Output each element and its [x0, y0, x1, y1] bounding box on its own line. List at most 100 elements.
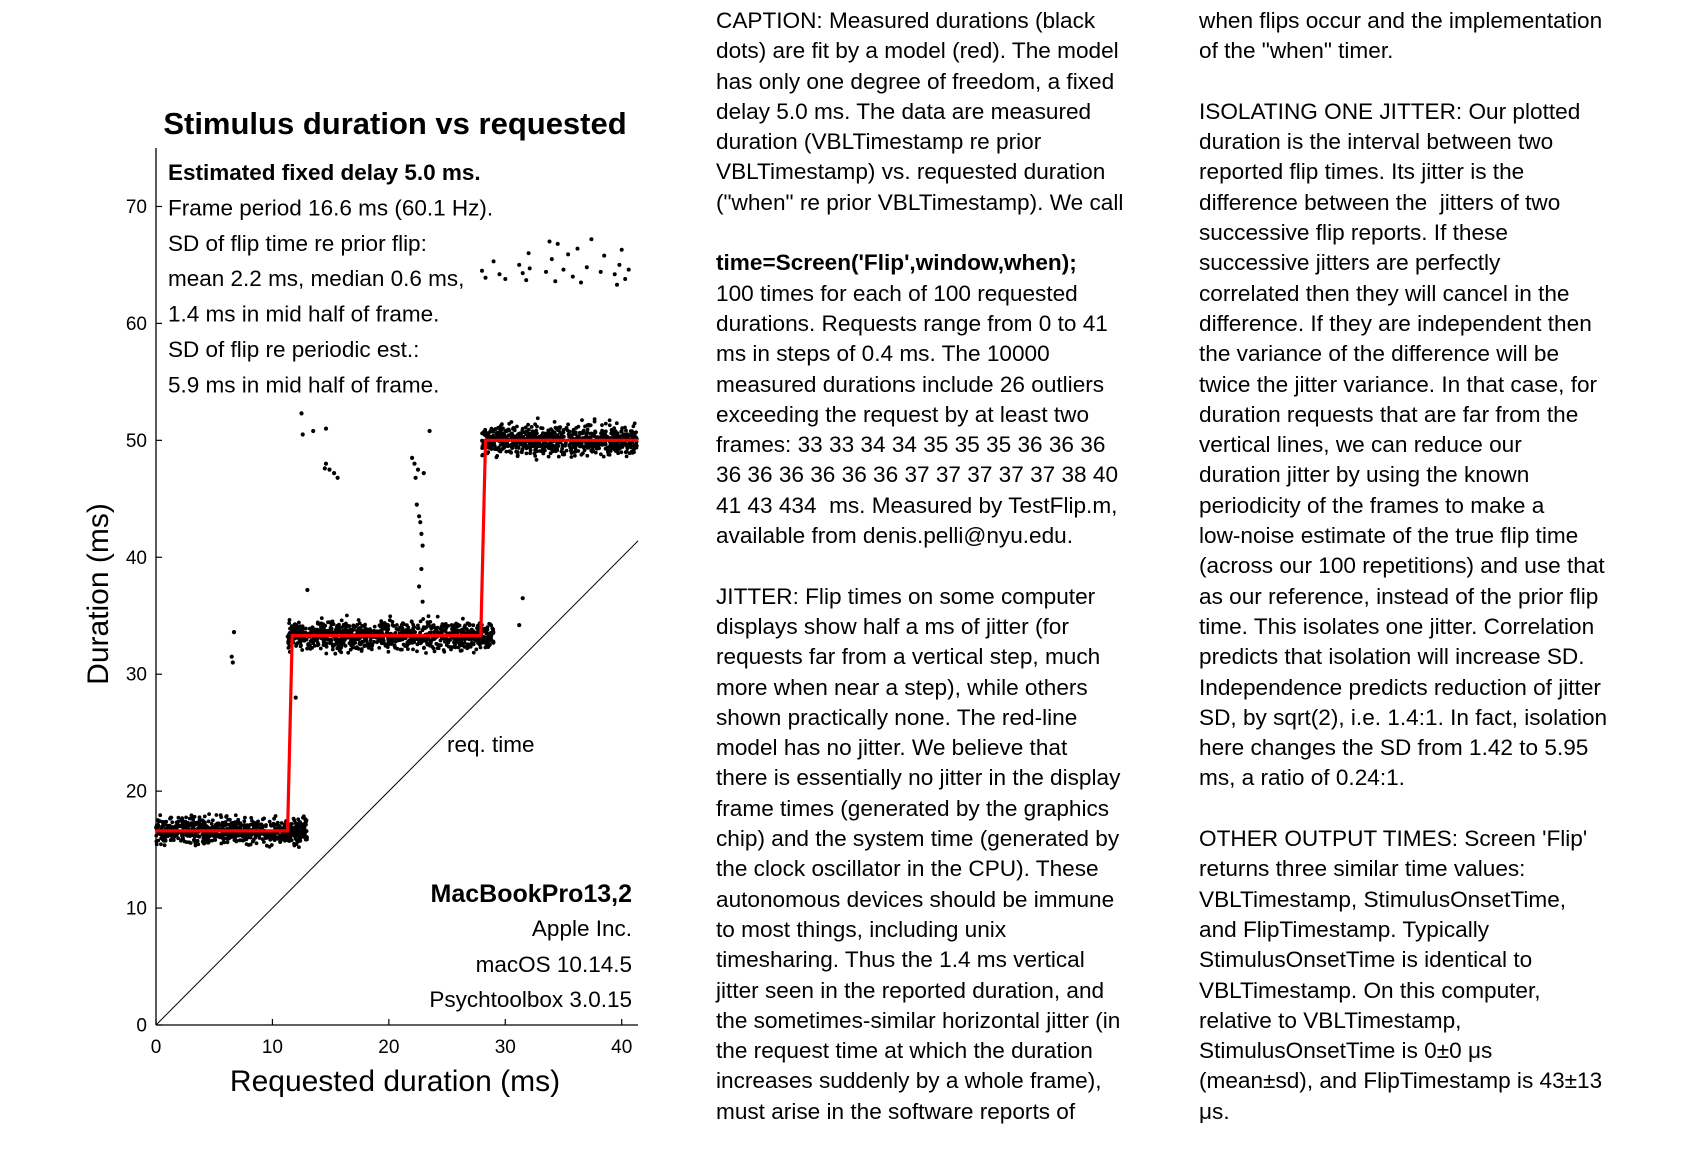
outlier-point	[526, 251, 531, 256]
caption-line: has only one degree of freedom, a fixed	[716, 68, 1115, 94]
outlier-point	[418, 520, 423, 525]
data-point	[512, 428, 517, 432]
caption-line: VBLTimestamp. On this computer,	[1199, 977, 1541, 1003]
data-point	[600, 423, 604, 427]
data-point	[268, 823, 273, 827]
data-point	[234, 832, 239, 837]
data-point	[624, 454, 629, 459]
data-point	[429, 630, 433, 635]
data-point	[228, 817, 232, 822]
data-point	[500, 447, 504, 452]
data-point	[471, 623, 476, 628]
data-point	[436, 642, 441, 647]
data-point	[533, 422, 537, 427]
data-point	[177, 823, 182, 828]
data-point	[396, 636, 400, 641]
data-point	[222, 840, 227, 845]
data-point	[214, 822, 218, 827]
caption-line: periodicity of the frames to make a	[1199, 492, 1545, 518]
caption-line: μs.	[1199, 1098, 1230, 1124]
outlier-point	[327, 467, 332, 472]
data-point	[498, 424, 503, 428]
data-point	[304, 637, 309, 642]
data-point	[436, 646, 441, 651]
outlier-point	[414, 502, 419, 507]
data-point	[294, 641, 299, 646]
data-point	[589, 443, 594, 448]
data-point	[581, 428, 586, 433]
caption-line: exceeding the request by at least two	[716, 401, 1090, 427]
data-point	[348, 647, 353, 652]
x-tick-label: 30	[495, 1037, 516, 1058]
data-point	[298, 639, 303, 644]
caption-line: duration jitter by using the known	[1199, 462, 1530, 488]
y-axis-label: Duration (ms)	[82, 503, 115, 685]
data-point	[471, 650, 476, 655]
data-point	[341, 641, 346, 646]
data-point	[265, 834, 269, 838]
data-point	[241, 838, 245, 843]
caption-line: the request time at which the duration	[716, 1038, 1093, 1064]
data-point	[618, 434, 623, 439]
data-point	[494, 431, 499, 435]
data-point	[458, 649, 463, 653]
outlier-point	[547, 239, 552, 244]
caption-line: dots) are fit by a model (red). The mode…	[716, 38, 1119, 64]
outlier-point	[497, 272, 502, 277]
data-point	[230, 821, 235, 826]
data-point	[480, 638, 484, 642]
data-point	[303, 626, 308, 631]
data-point	[483, 430, 488, 435]
data-point	[210, 833, 214, 838]
data-point	[607, 423, 612, 428]
outlier-point	[323, 461, 329, 466]
data-point	[181, 820, 186, 825]
data-point	[552, 420, 557, 424]
data-point	[569, 455, 574, 459]
data-point	[619, 429, 624, 434]
y-tick-label: 50	[126, 431, 147, 452]
data-point	[313, 629, 318, 634]
data-point	[530, 429, 535, 434]
caption-line: VBLTimestamp, StimulusOnsetTime,	[1199, 886, 1567, 912]
data-point	[311, 637, 316, 641]
data-point	[248, 842, 253, 847]
data-point	[395, 623, 399, 627]
data-point	[388, 642, 393, 646]
data-point	[471, 636, 476, 641]
data-point	[206, 833, 211, 838]
data-point	[432, 637, 437, 641]
data-point	[213, 835, 217, 840]
outlier-point	[549, 257, 554, 262]
data-point	[494, 446, 499, 451]
outlier-point	[517, 262, 522, 267]
data-point	[350, 641, 355, 646]
caption-line: the clock oscillator in the CPU). These	[716, 856, 1099, 882]
data-point	[525, 445, 530, 450]
data-point	[372, 624, 377, 629]
data-point	[573, 432, 578, 437]
data-point	[457, 643, 462, 648]
outlier-point	[410, 455, 415, 460]
data-point	[330, 642, 335, 647]
data-point	[527, 427, 531, 432]
data-point	[504, 435, 508, 439]
data-point	[518, 432, 522, 437]
diagonal-line	[155, 540, 639, 1026]
data-point	[365, 627, 369, 632]
caption-line: chip) and the system time (generated by	[716, 826, 1120, 852]
scatter-points	[154, 237, 639, 849]
data-point	[564, 448, 569, 453]
data-point	[421, 617, 426, 621]
x-tick-label: 0	[151, 1037, 162, 1058]
data-point	[452, 636, 457, 641]
outlier-point	[617, 262, 622, 267]
y-tick-label: 30	[126, 665, 147, 686]
data-point	[587, 423, 591, 428]
data-point	[410, 639, 414, 644]
data-point	[207, 812, 212, 816]
data-point	[176, 815, 181, 820]
data-point	[182, 839, 187, 844]
data-point	[425, 642, 430, 647]
data-point	[485, 638, 490, 643]
